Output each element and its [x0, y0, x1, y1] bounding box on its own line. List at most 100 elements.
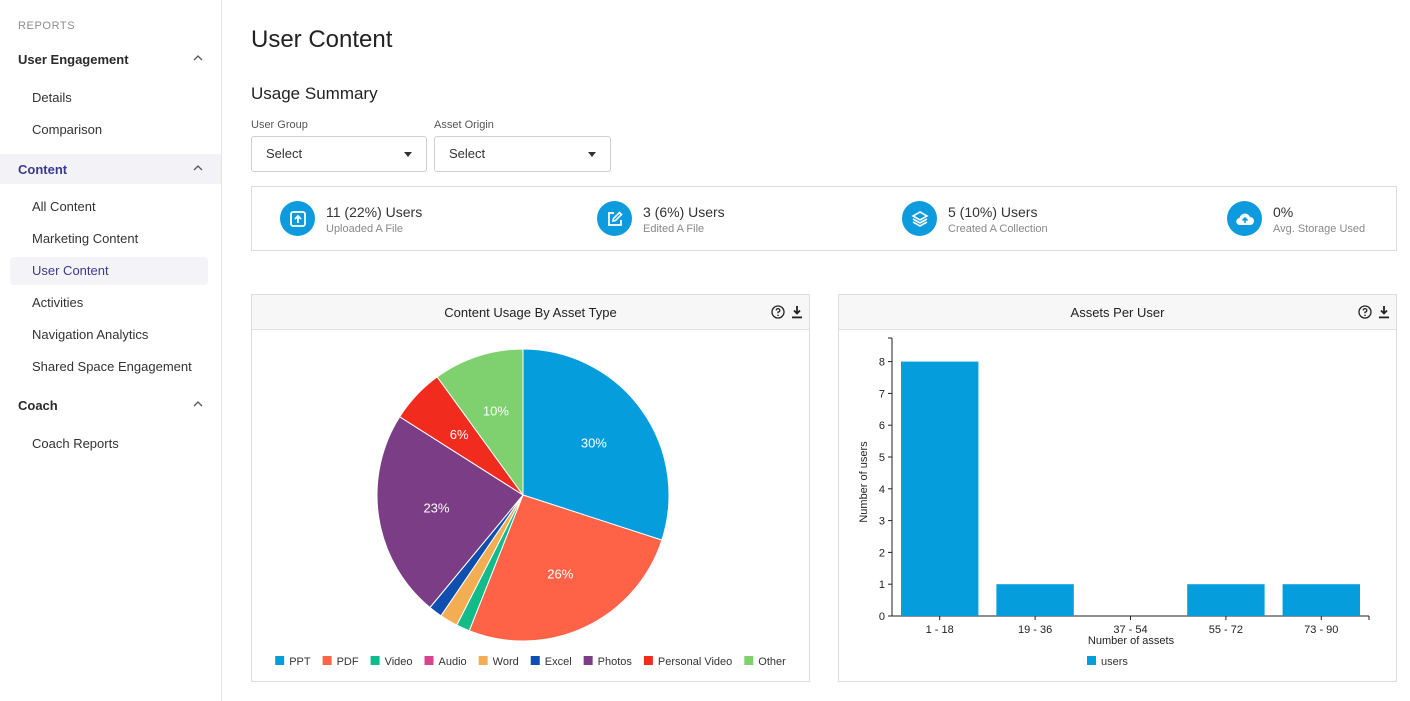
help-icon[interactable]	[771, 305, 785, 319]
x-tick-label: 73 - 90	[1304, 624, 1338, 636]
legend-label: Other	[758, 656, 786, 668]
sidebar-item-all-content[interactable]: All Content	[32, 199, 96, 214]
pie-slice-ppt[interactable]	[522, 348, 670, 541]
pie-chart: 30% 26% 23% 6% 10% PPT PDF Video Audio Word Excel P…	[275, 348, 786, 668]
x-tick-label: 37 - 54	[1113, 624, 1147, 636]
sidebar-section-user-engagement[interactable]: User Engagement	[0, 44, 221, 74]
download-icon[interactable]	[791, 305, 803, 319]
pie-data-label: 6%	[450, 427, 469, 442]
y-tick-label: 5	[879, 452, 885, 464]
usage-stats-panel: 11 (22%) Users Uploaded A File 3 (6%) Us…	[251, 186, 1397, 251]
upload-icon	[280, 201, 315, 236]
bar[interactable]	[996, 584, 1074, 616]
sidebar-heading: REPORTS	[18, 20, 76, 32]
user-group-select[interactable]: Select	[251, 136, 427, 172]
help-icon[interactable]	[1358, 305, 1372, 319]
stat-label: Created A Collection	[948, 223, 1048, 235]
sidebar-section-label: User Engagement	[18, 51, 129, 67]
caret-down-icon	[404, 152, 412, 157]
legend-swatch	[275, 656, 285, 665]
sidebar: REPORTS User Engagement Details Comparis…	[0, 0, 222, 701]
chevron-up-icon	[193, 401, 203, 407]
stat-value: 5 (10%) Users	[948, 204, 1038, 220]
pie-slice-other[interactable]	[436, 348, 524, 497]
legend-label: Audio	[439, 656, 467, 668]
asset-origin-select-value: Select	[449, 146, 486, 161]
legend-label: Word	[493, 656, 519, 668]
legend-item-video[interactable]: Video	[370, 656, 413, 668]
y-tick-label: 7	[879, 388, 885, 400]
legend-label: Personal Video	[658, 656, 732, 668]
bar[interactable]	[1187, 584, 1265, 616]
asset-origin-label: Asset Origin	[434, 119, 494, 131]
sidebar-item-navigation-analytics[interactable]: Navigation Analytics	[32, 327, 149, 342]
legend-swatch	[478, 656, 488, 665]
sidebar-item-marketing-content[interactable]: Marketing Content	[32, 231, 139, 246]
y-axis-label: Number of users	[858, 441, 870, 523]
x-axis-label: Number of assets	[1088, 635, 1175, 647]
bar[interactable]	[901, 361, 979, 616]
y-tick-label: 2	[879, 547, 885, 559]
sidebar-section-content[interactable]: Content	[0, 154, 221, 184]
y-tick-label: 6	[879, 420, 885, 432]
stat-label: Avg. Storage Used	[1273, 223, 1366, 235]
usage-summary-title: Usage Summary	[251, 84, 378, 103]
legend-label: PDF	[337, 656, 359, 668]
pie-data-label: 26%	[547, 566, 573, 581]
pie-slice-photos[interactable]	[376, 416, 524, 609]
legend-item-pdf[interactable]: PDF	[322, 656, 359, 668]
legend-item-excel[interactable]: Excel	[530, 656, 572, 668]
y-tick-label: 3	[879, 516, 885, 528]
layers-icon	[902, 201, 937, 236]
legend-swatch	[643, 656, 653, 665]
asset-origin-select[interactable]: Select	[434, 136, 611, 172]
legend-label: users	[1101, 656, 1128, 668]
legend-swatch	[322, 656, 332, 665]
legend-swatch	[1087, 656, 1096, 665]
chevron-up-icon	[193, 165, 203, 171]
legend-swatch	[530, 656, 540, 665]
legend-swatch	[424, 656, 434, 665]
stat-label: Edited A File	[643, 223, 705, 235]
content-usage-title: Content Usage By Asset Type	[444, 305, 617, 320]
pie-data-label: 10%	[483, 404, 509, 419]
legend-item-audio[interactable]: Audio	[424, 656, 467, 668]
y-tick-label: 4	[879, 484, 885, 496]
sidebar-item-comparison[interactable]: Comparison	[32, 122, 103, 137]
pie-data-label: 23%	[423, 501, 449, 516]
sidebar-item-user-content[interactable]: User Content	[10, 257, 208, 285]
stat-label: Uploaded A File	[326, 223, 404, 235]
legend-label: PPT	[289, 656, 311, 668]
download-icon[interactable]	[1378, 305, 1390, 319]
sidebar-section-coach[interactable]: Coach	[0, 390, 221, 420]
pie-data-label: 30%	[581, 436, 607, 451]
legend-item-users[interactable]: users	[1087, 656, 1128, 668]
assets-per-user-card: Assets Per User 0 1 2 3 4 5 6 7 8 1 - 18 19 - 36 37…	[838, 294, 1397, 682]
caret-down-icon	[588, 152, 596, 157]
legend-item-ppt[interactable]: PPT	[275, 656, 311, 668]
legend-label: Video	[385, 656, 413, 668]
sidebar-item-coach-reports[interactable]: Coach Reports	[32, 436, 119, 451]
x-tick-label: 19 - 36	[1018, 624, 1052, 636]
page-title: User Content	[251, 26, 393, 53]
sidebar-item-shared-space-engagement[interactable]: Shared Space Engagement	[32, 359, 192, 374]
legend-item-word[interactable]: Word	[478, 656, 519, 668]
legend-label: Photos	[598, 656, 633, 668]
y-tick-label: 1	[879, 579, 885, 591]
y-tick-label: 0	[879, 611, 885, 623]
legend-item-other[interactable]: Other	[744, 656, 786, 668]
content-usage-card: Content Usage By Asset Type 30% 26% 23% 6% 1…	[251, 294, 810, 682]
stat-value: 3 (6%) Users	[643, 204, 725, 220]
x-tick-label: 55 - 72	[1209, 624, 1243, 636]
bar[interactable]	[1282, 584, 1360, 616]
cloud-upload-icon	[1227, 201, 1262, 236]
pie-slice-pdf[interactable]	[468, 494, 663, 642]
legend-item-photos[interactable]: Photos	[583, 656, 633, 668]
sidebar-item-activities[interactable]: Activities	[32, 295, 84, 310]
user-group-select-value: Select	[266, 146, 303, 161]
sidebar-item-details[interactable]: Details	[32, 90, 72, 105]
card-header	[252, 295, 809, 330]
legend-item-personal-video[interactable]: Personal Video	[643, 656, 732, 668]
x-tick-label: 1 - 18	[926, 624, 954, 636]
sidebar-section-label: Content	[18, 161, 68, 177]
